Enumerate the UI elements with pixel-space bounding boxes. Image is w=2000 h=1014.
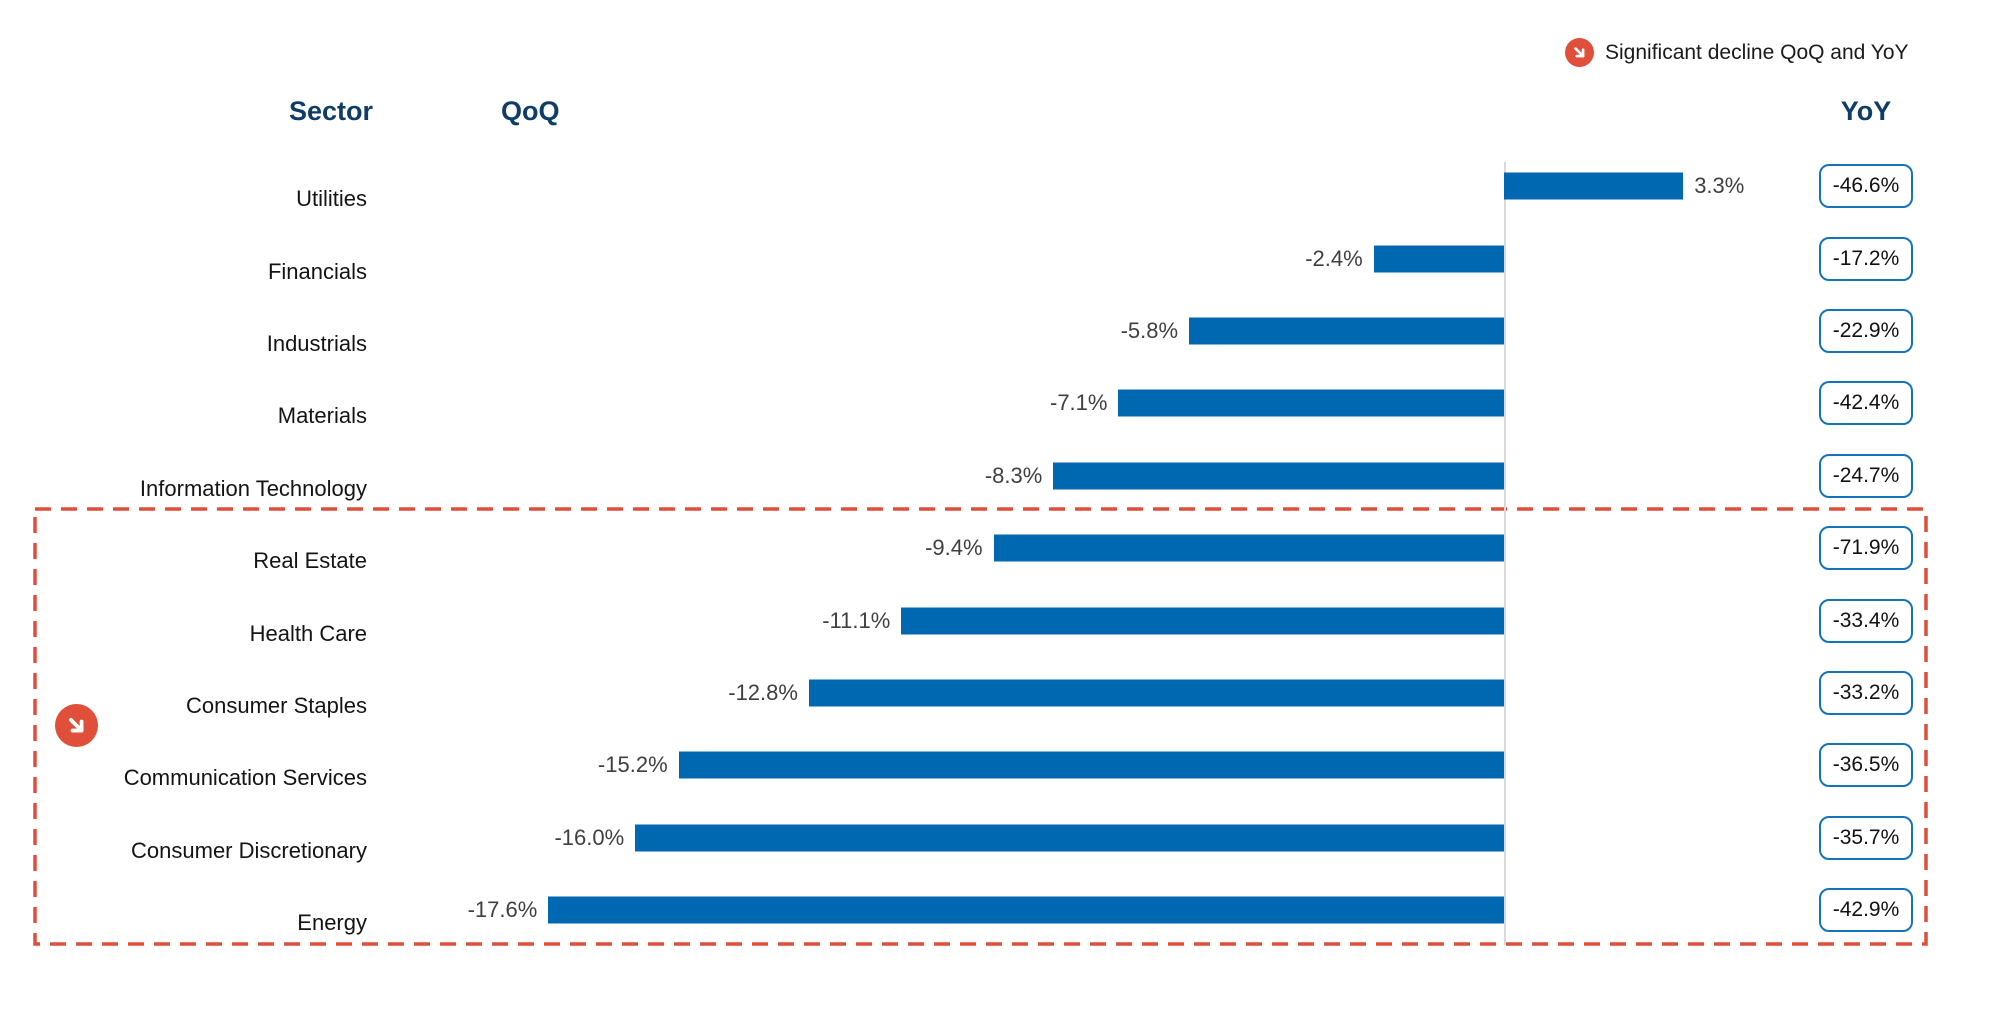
zero-baseline <box>1504 162 1506 945</box>
sector-label: Health Care <box>249 620 367 646</box>
yoy-value-badge: -71.9% <box>1819 526 1913 571</box>
qoq-bar <box>678 751 1504 779</box>
yoy-value-badge: -33.4% <box>1819 598 1913 643</box>
sector-label: Utilities <box>296 186 367 212</box>
sector-label: Energy <box>297 910 367 936</box>
yoy-value-badge: -42.4% <box>1819 381 1913 426</box>
sector-label: Financials <box>267 258 367 284</box>
qoq-bar <box>993 534 1504 562</box>
sector-label: Consumer Staples <box>186 692 367 718</box>
table-row: Consumer Staples -12.8% -33.2% <box>0 657 2000 729</box>
qoq-value-label: 3.3% <box>1694 173 1745 199</box>
yoy-value-badge: -17.2% <box>1819 236 1913 281</box>
qoq-value-label: -5.8% <box>1120 317 1179 343</box>
yoy-value-badge: -46.6% <box>1819 164 1913 209</box>
qoq-value-label: -11.1% <box>822 607 891 633</box>
yoy-value-badge: -35.7% <box>1819 815 1913 860</box>
arrow-down-right-icon <box>1565 38 1594 67</box>
qoq-bar <box>1504 172 1684 200</box>
table-row: Utilities 3.3% -46.6% <box>0 150 2000 222</box>
sector-label: Materials <box>277 403 367 429</box>
qoq-bar <box>548 896 1504 924</box>
table-row: Materials -7.1% -42.4% <box>0 367 2000 439</box>
yoy-value-badge: -33.2% <box>1819 670 1913 715</box>
table-row: Health Care -11.1% -33.4% <box>0 584 2000 656</box>
legend: Significant decline QoQ and YoY <box>1565 38 1909 67</box>
qoq-bar <box>1189 317 1504 345</box>
highlight-dashed-box <box>33 507 1928 946</box>
column-header-yoy: YoY <box>1840 96 1892 126</box>
highlight-arrow-down-right-icon <box>55 704 98 747</box>
sector-label: Consumer Discretionary <box>131 837 367 863</box>
yoy-value-badge: -24.7% <box>1819 453 1913 498</box>
qoq-value-label: -17.6% <box>467 897 538 923</box>
table-row: Real Estate -9.4% -71.9% <box>0 512 2000 584</box>
column-header-sector: Sector <box>288 96 373 126</box>
yoy-value-badge: -22.9% <box>1819 308 1913 353</box>
qoq-bar <box>635 824 1504 852</box>
legend-label: Significant decline QoQ and YoY <box>1605 40 1909 64</box>
qoq-value-label: -2.4% <box>1305 245 1363 271</box>
table-row: Energy -17.6% -42.9% <box>0 874 2000 946</box>
qoq-bar <box>808 679 1504 707</box>
qoq-value-label: -15.2% <box>597 752 668 778</box>
qoq-bar <box>1118 389 1504 417</box>
sector-label: Industrials <box>266 330 367 356</box>
table-row: Industrials -5.8% -22.9% <box>0 295 2000 367</box>
table-row: Consumer Discretionary -16.0% -35.7% <box>0 802 2000 874</box>
table-row: Communication Services -15.2% -36.5% <box>0 729 2000 801</box>
sector-label: Information Technology <box>139 475 367 501</box>
column-header-qoq: QoQ <box>501 96 560 126</box>
qoq-bar <box>1053 462 1504 490</box>
sector-label: Real Estate <box>253 548 367 574</box>
qoq-value-label: -7.1% <box>1050 390 1108 416</box>
qoq-bar <box>901 607 1504 635</box>
qoq-value-label: -12.8% <box>728 679 798 705</box>
yoy-value-badge: -42.9% <box>1819 888 1913 933</box>
qoq-bar <box>1373 245 1504 273</box>
table-row: Financials -2.4% -17.2% <box>0 222 2000 294</box>
qoq-value-label: -9.4% <box>925 535 983 561</box>
qoq-value-label: -16.0% <box>554 824 625 850</box>
qoq-value-label: -8.3% <box>984 462 1043 488</box>
yoy-value-badge: -36.5% <box>1819 743 1913 788</box>
table-row: Information Technology -8.3% -24.7% <box>0 440 2000 512</box>
sector-label: Communication Services <box>123 765 367 791</box>
